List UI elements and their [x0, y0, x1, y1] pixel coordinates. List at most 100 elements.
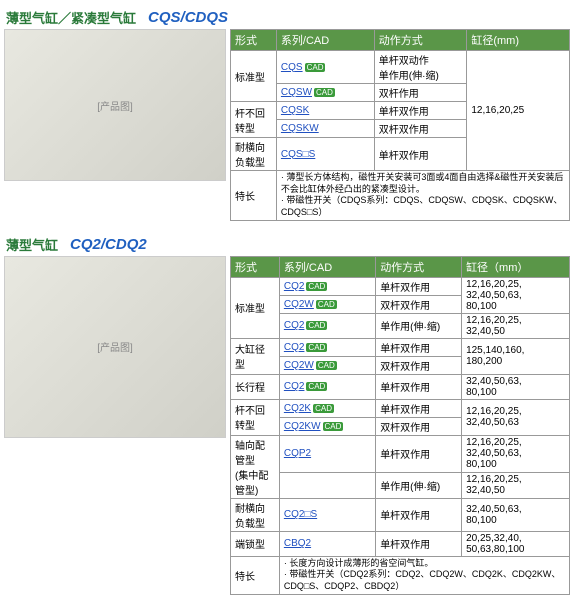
series-cell: CQ2WCAD — [279, 356, 375, 374]
cad-icon[interactable]: CAD — [306, 382, 327, 391]
feat-label: 特长 — [231, 171, 277, 221]
bore-cell: 20,25,32,40, 50,63,80,100 — [462, 531, 570, 556]
series-cell: CQ2WCAD — [279, 295, 375, 313]
series-link[interactable]: CQ2K — [284, 403, 311, 414]
series-link[interactable]: CQ2W — [284, 360, 314, 371]
series-cell: CQP2 — [279, 435, 375, 472]
action-cell: 单杆双作用 — [376, 399, 462, 417]
series-cell: CBQ2 — [279, 531, 375, 556]
cad-icon[interactable]: CAD — [306, 321, 327, 330]
series-link[interactable]: CQ2□S — [284, 509, 317, 520]
series-link[interactable]: CQ2 — [284, 342, 305, 353]
type-cell: 标准型 — [231, 277, 280, 338]
cad-icon[interactable]: CAD — [316, 300, 337, 309]
th-action: 动作方式 — [374, 30, 467, 51]
series-cell: CQ2CAD — [279, 277, 375, 295]
action-cell: 单作用(伸·缩) — [376, 472, 462, 498]
bore-cell: 12,16,20,25, 32,40,50 — [462, 313, 570, 338]
section2-title-cn: 薄型气缸 — [6, 235, 58, 254]
th-bore: 缸径(mm) — [467, 30, 570, 51]
type-cell: 耐横向负载型 — [231, 498, 280, 531]
th-series: 系列/CAD — [276, 30, 374, 51]
feat-text: · 薄型长方体结构，磁性开关安装可3面或4面自由选择&磁性开关安装后不会比缸体外… — [276, 171, 569, 221]
series-cell: CQSCAD — [276, 51, 374, 84]
section1-title-cn: 薄型气缸／紧凑型气缸 — [6, 8, 136, 27]
feat-text: · 长度方向设计成薄形的省空间气缸。 · 带磁性开关（CDQ2系列：CDQ2、C… — [279, 556, 569, 594]
bore-cell: 12,16,20,25, 32,40,50,63, 80,100 — [462, 435, 570, 472]
section1-image: [产品图] — [4, 29, 226, 181]
series-cell: CQSWCAD — [276, 84, 374, 102]
th-action: 动作方式 — [376, 256, 462, 277]
cad-icon[interactable]: CAD — [323, 422, 344, 431]
series-link[interactable]: CQS — [281, 62, 303, 73]
series-cell: CQSK — [276, 102, 374, 120]
cad-icon[interactable]: CAD — [314, 88, 335, 97]
bore-cell: 12,16,20,25, 32,40,50 — [462, 472, 570, 498]
bore-cell: 12,16,20,25, 32,40,50,63, 80,100 — [462, 277, 570, 313]
action-cell: 单杆双作用 — [374, 102, 467, 120]
section1-title: 薄型气缸／紧凑型气缸 CQS/CDQS — [6, 8, 571, 27]
th-series: 系列/CAD — [279, 256, 375, 277]
th-bore: 缸径（mm） — [462, 256, 570, 277]
action-cell: 双杆双作用 — [376, 356, 462, 374]
action-cell: 双杆作用 — [374, 84, 467, 102]
action-cell: 单作用(伸·缩) — [376, 313, 462, 338]
cad-icon[interactable]: CAD — [306, 282, 327, 291]
series-link[interactable]: CQ2 — [284, 281, 305, 292]
series-cell: CQ2CAD — [279, 338, 375, 356]
bore-cell: 12,16,20,25 — [467, 51, 570, 171]
bore-cell: 32,40,50,63, 80,100 — [462, 374, 570, 399]
action-cell: 单杆双作用 — [374, 138, 467, 171]
series-link[interactable]: CQ2 — [284, 381, 305, 392]
type-cell: 杆不回转型 — [231, 399, 280, 435]
bore-cell: 12,16,20,25, 32,40,50,63 — [462, 399, 570, 435]
series-link[interactable]: CQ2W — [284, 299, 314, 310]
series-link[interactable]: CQSKW — [281, 123, 319, 134]
action-cell: 双杆双作用 — [376, 417, 462, 435]
series-link[interactable]: CQ2 — [284, 320, 305, 331]
section1-title-en: CQS/CDQS — [148, 9, 228, 26]
series-cell: CQ2CAD — [279, 374, 375, 399]
cad-icon[interactable]: CAD — [305, 63, 326, 72]
action-cell: 双杆双作用 — [374, 120, 467, 138]
bore-cell: 125,140,160, 180,200 — [462, 338, 570, 374]
section1-table: 形式 系列/CAD 动作方式 缸径(mm) 标准型 CQSCAD 单杆双动作 单… — [230, 29, 570, 221]
type-cell: 长行程 — [231, 374, 280, 399]
type-cell: 端锁型 — [231, 531, 280, 556]
bore-cell: 32,40,50,63, 80,100 — [462, 498, 570, 531]
action-cell: 单杆双动作 单作用(伸·缩) — [374, 51, 467, 84]
section2-title: 薄型气缸 CQ2/CDQ2 — [6, 235, 571, 254]
th-type: 形式 — [231, 30, 277, 51]
series-link[interactable]: CQSW — [281, 87, 312, 98]
series-link[interactable]: CQSK — [281, 105, 309, 116]
section2-table: 形式 系列/CAD 动作方式 缸径（mm） 标准型 CQ2CAD 单杆双作用 1… — [230, 256, 570, 595]
action-cell: 单杆双作用 — [376, 435, 462, 472]
series-cell: CQ2CAD — [279, 313, 375, 338]
series-cell: CQ2KWCAD — [279, 417, 375, 435]
type-cell: 耐横向负载型 — [231, 138, 277, 171]
type-cell: 标准型 — [231, 51, 277, 102]
cad-icon[interactable]: CAD — [316, 361, 337, 370]
action-cell: 单杆双作用 — [376, 374, 462, 399]
series-cell: CQS□S — [276, 138, 374, 171]
series-link[interactable]: CQP2 — [284, 448, 311, 459]
series-link[interactable]: CQ2KW — [284, 421, 321, 432]
th-type: 形式 — [231, 256, 280, 277]
action-cell: 单杆双作用 — [376, 498, 462, 531]
section2-image: [产品图] — [4, 256, 226, 438]
type-cell: 大缸径型 — [231, 338, 280, 374]
section2-title-en: CQ2/CDQ2 — [70, 236, 147, 253]
series-cell: CQSKW — [276, 120, 374, 138]
type-cell: 杆不回转型 — [231, 102, 277, 138]
type-cell: 轴向配管型 (集中配管型) — [231, 435, 280, 498]
series-cell: CQ2□S — [279, 498, 375, 531]
action-cell: 单杆双作用 — [376, 277, 462, 295]
series-cell: CQ2KCAD — [279, 399, 375, 417]
action-cell: 单杆双作用 — [376, 531, 462, 556]
cad-icon[interactable]: CAD — [306, 343, 327, 352]
action-cell: 单杆双作用 — [376, 338, 462, 356]
cad-icon[interactable]: CAD — [313, 404, 334, 413]
feat-label: 特长 — [231, 556, 280, 594]
series-link[interactable]: CQS□S — [281, 149, 315, 160]
action-cell: 双杆双作用 — [376, 295, 462, 313]
